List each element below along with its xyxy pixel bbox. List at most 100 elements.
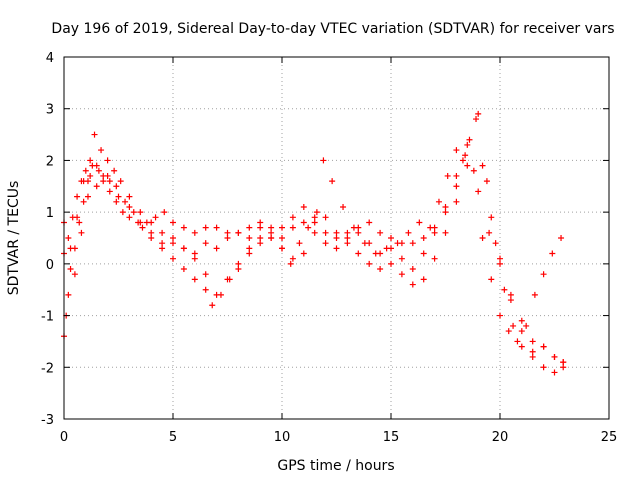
data-point <box>427 224 434 231</box>
data-point <box>224 229 231 236</box>
data-point <box>180 266 187 273</box>
data-point <box>340 203 347 210</box>
data-point <box>65 235 72 241</box>
data-point <box>377 250 384 257</box>
data-point <box>344 229 351 236</box>
data-point <box>224 235 231 241</box>
x-tick-label: 5 <box>169 430 177 445</box>
y-tick-label: -2 <box>41 361 54 376</box>
data-point <box>161 209 168 216</box>
y-tick-labels: -3 -2 -1 0 1 2 3 4 <box>41 51 54 428</box>
data-point <box>84 178 91 185</box>
data-point <box>119 209 126 216</box>
data-point <box>497 260 503 267</box>
series-track-4 <box>71 116 567 371</box>
data-point <box>180 245 187 252</box>
data-point <box>257 219 264 226</box>
data-point <box>377 229 384 236</box>
data-point <box>518 343 525 350</box>
y-tick-label: 4 <box>46 51 54 66</box>
data-point <box>529 353 536 360</box>
data-point <box>246 250 253 257</box>
data-point <box>257 224 264 231</box>
data-point <box>322 214 329 221</box>
y-tick-label: 0 <box>46 258 54 273</box>
series-track-2 <box>61 147 565 345</box>
y-axis-label: SDTVAR / TECUs <box>6 181 22 296</box>
data-point <box>80 198 87 205</box>
data-point <box>501 286 508 293</box>
data-point <box>388 245 394 252</box>
data-point <box>115 193 122 200</box>
data-point <box>235 266 242 273</box>
data-point <box>540 343 547 350</box>
data-point <box>289 214 296 221</box>
data-point <box>126 193 133 200</box>
data-point <box>279 235 285 241</box>
data-point <box>409 281 416 288</box>
data-point <box>209 302 216 309</box>
data-point <box>514 338 521 345</box>
x-tick-label: 25 <box>601 430 618 445</box>
data-point <box>560 364 567 371</box>
data-point <box>470 167 477 174</box>
data-point <box>475 188 482 195</box>
x-axis-label: GPS time / hours <box>277 458 394 474</box>
data-point <box>148 219 155 226</box>
data-point <box>268 229 275 236</box>
data-point <box>540 364 547 371</box>
data-point <box>104 157 111 164</box>
data-point <box>246 224 253 231</box>
data-point <box>398 255 405 262</box>
data-point <box>148 229 155 236</box>
data-point <box>529 338 536 345</box>
data-point <box>202 240 209 247</box>
data-point <box>305 224 312 231</box>
data-point <box>459 157 466 164</box>
data-point <box>106 188 113 195</box>
data-point <box>113 198 120 205</box>
data-point <box>268 224 275 231</box>
data-point <box>84 193 91 200</box>
data-point <box>152 214 159 221</box>
data-point <box>268 235 275 241</box>
data-point <box>442 229 449 236</box>
data-point <box>464 141 471 148</box>
data-point <box>226 276 233 283</box>
series-track-1 <box>61 162 567 366</box>
data-point <box>510 322 517 329</box>
data-point <box>93 183 100 190</box>
data-point <box>104 172 111 179</box>
data-point <box>507 291 514 298</box>
data-point <box>320 157 327 164</box>
data-point <box>558 235 565 241</box>
data-point <box>453 172 460 179</box>
data-point <box>497 255 503 262</box>
data-point <box>405 229 412 236</box>
data-point <box>235 260 242 267</box>
data-point <box>89 162 96 169</box>
data-point <box>492 240 499 247</box>
plot-frame <box>63 56 610 420</box>
data-point <box>479 235 486 241</box>
data-point <box>366 219 373 226</box>
data-point <box>344 235 351 241</box>
data-point <box>518 328 525 335</box>
data-point <box>202 271 209 278</box>
data-point <box>78 229 85 236</box>
data-point <box>180 224 187 231</box>
data-point <box>87 172 94 179</box>
data-point <box>257 240 264 247</box>
x-tick-label: 10 <box>274 430 291 445</box>
data-point <box>148 235 155 241</box>
data-point <box>217 291 224 298</box>
data-point <box>300 219 307 226</box>
data-point <box>159 240 166 247</box>
data-point <box>235 229 242 236</box>
data-point <box>529 348 536 355</box>
data-point <box>111 167 118 174</box>
x-tick-labels: 0 5 10 15 20 25 <box>60 430 617 445</box>
data-point <box>191 276 198 283</box>
data-point <box>355 229 362 236</box>
data-point <box>523 322 530 329</box>
